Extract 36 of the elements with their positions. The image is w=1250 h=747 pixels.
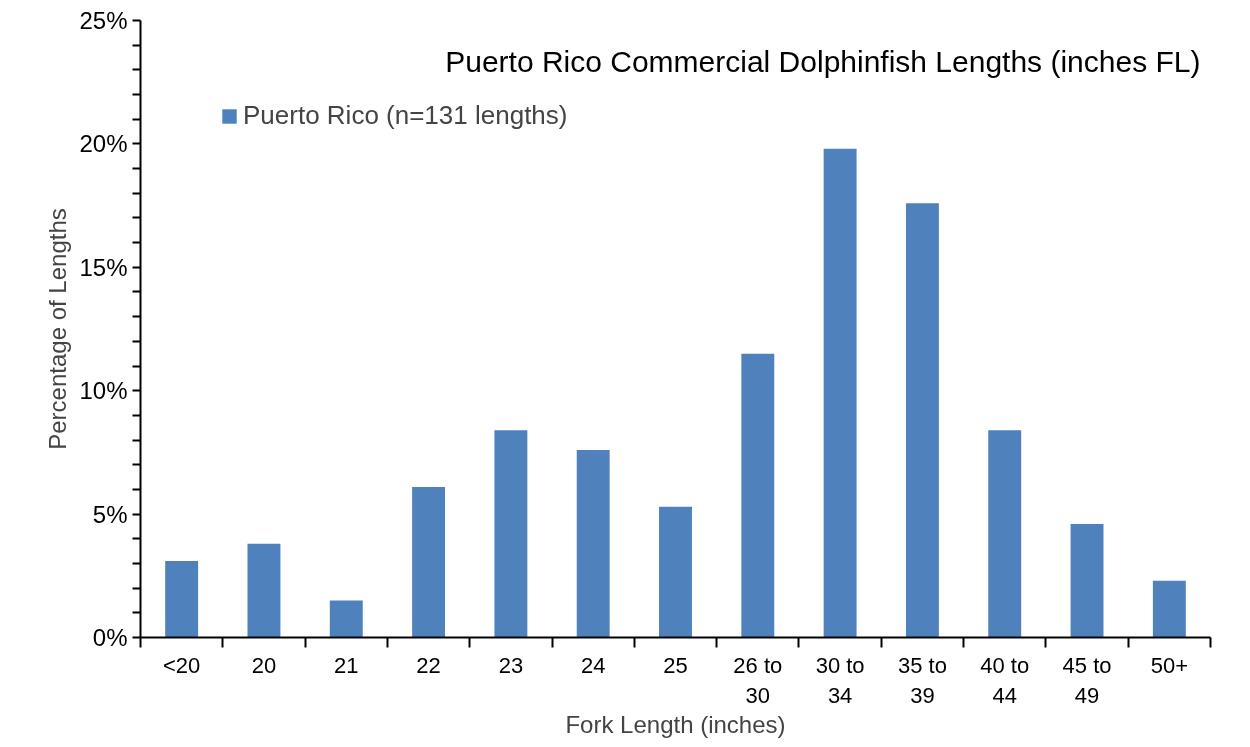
bar <box>659 506 692 638</box>
x-tick-label: 30 to 34 <box>815 652 865 708</box>
y-tick-label: 20% <box>79 130 128 158</box>
x-tick-label: 23 <box>498 652 524 678</box>
x-tick-label: 45 to 49 <box>1062 652 1112 708</box>
x-tick-label: 26 to 30 <box>733 652 783 708</box>
x-tick-label: 24 <box>580 652 606 678</box>
x-tick-label: 21 <box>334 652 359 678</box>
x-axis-title: Fork Length (inches) <box>565 710 786 738</box>
x-tick-label: 35 to 39 <box>897 652 947 708</box>
text: Puerto Rico Commercial Dolphinfish Lengths (inches FL) <box>445 44 1201 78</box>
y-tick-label: 15% <box>79 253 128 281</box>
bar <box>1070 523 1104 638</box>
y-tick-label: 0% <box>92 624 128 651</box>
y-tick-label: 5% <box>92 500 128 528</box>
bar <box>823 148 857 638</box>
bar <box>905 203 939 638</box>
x-tick-label: 40 to 44 <box>980 652 1030 708</box>
x-tick-label: 25 <box>663 652 688 678</box>
bar <box>1152 580 1186 638</box>
y-tick-label: 25% <box>79 7 128 34</box>
bar <box>412 486 446 638</box>
x-tick-label: 20 <box>251 652 277 678</box>
x-tick-label: 50+ <box>1150 652 1189 678</box>
bar <box>165 560 199 638</box>
bar <box>988 430 1022 638</box>
bar <box>329 600 363 638</box>
bar <box>247 543 281 638</box>
bar <box>576 449 610 638</box>
legend-label: Puerto Rico (n=131 lengths) <box>243 100 568 131</box>
x-tick-label: <20 <box>162 652 201 678</box>
y-tick-label: 10% <box>79 377 128 405</box>
y-axis-title: Percentage of Lengths <box>44 208 72 450</box>
x-tick-label: 22 <box>416 652 441 678</box>
bar <box>741 353 775 638</box>
bar <box>494 430 528 638</box>
